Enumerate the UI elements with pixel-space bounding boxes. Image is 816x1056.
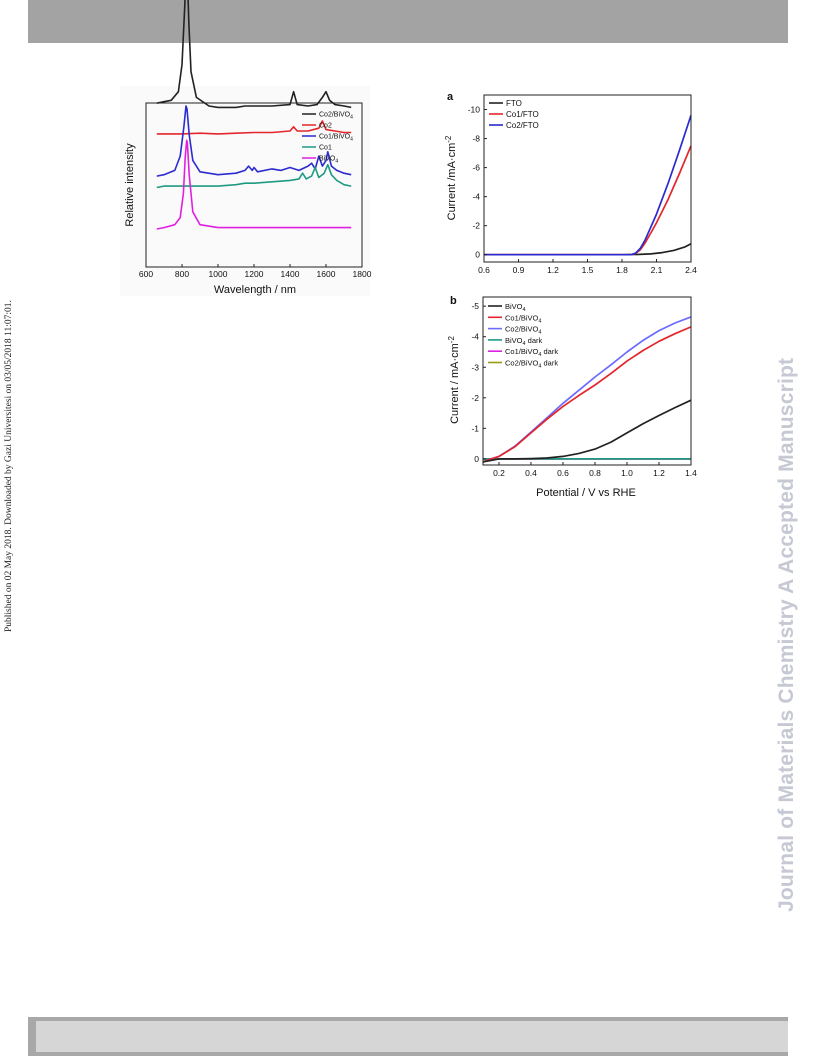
raman-x-tick-label: 1800 (353, 269, 372, 279)
raman-x-tick-label: 1600 (317, 269, 336, 279)
panel-b-y-tick-label: 0 (474, 454, 479, 464)
raman-x-tick-label: 600 (139, 269, 153, 279)
panel-b-plot-frame (482, 296, 692, 466)
panel-b-y-tick-label: -2 (471, 393, 479, 403)
page-footer-inner (36, 1021, 788, 1052)
panel-a-legend-label: FTO (506, 99, 522, 108)
panel-a-x-tick-label: 2.4 (685, 265, 697, 275)
panel-a-legend-label: Co2/FTO (506, 121, 539, 130)
raman-x-tick-label: 1000 (209, 269, 228, 279)
panel-a-y-tick-label: -6 (472, 163, 480, 173)
panel-a-y-tick-label: -4 (472, 192, 480, 202)
panel-a-label: a (447, 91, 454, 103)
raman-legend-label: BiVO4 (319, 156, 338, 165)
panel-b-x-axis-label: Potential / V vs RHE (536, 487, 636, 499)
panel-a-y-tick-label: 0 (475, 250, 480, 260)
panel-b-legend-label: Co1/BiVO4 (505, 313, 541, 324)
raman-legend-label: Co1/BiVO4 (319, 134, 353, 143)
panel-a-x-tick-label: 1.2 (547, 265, 559, 275)
raman-series-co1 (156, 163, 352, 189)
panel-a-y-tick-label: -2 (472, 221, 480, 231)
panel-a-series-co2-fto (484, 115, 692, 256)
raman-legend-label: Co1 (319, 145, 332, 152)
panel-b-x-tick-label: 0.6 (557, 468, 569, 478)
panel-b-x-tick-label: 0.8 (589, 468, 601, 478)
panel-b-legend-label: Co2/BiVO4 dark (505, 359, 558, 370)
raman-figure-background (120, 86, 370, 296)
panel-b-x-tick-label: 0.4 (525, 468, 537, 478)
panel-b-series-bivo4 (482, 399, 692, 463)
raman-legend-label: Co2/BiVO4 (319, 112, 353, 121)
raman-x-tick-label: 800 (175, 269, 189, 279)
panel-b-legend-label: BiVO4 (505, 302, 526, 313)
panel-b-legend-label: Co2/BiVO4 (505, 325, 541, 336)
panel-a-x-tick-label: 1.5 (582, 265, 594, 275)
panel-b-x-tick-label: 1.4 (685, 468, 697, 478)
raman-series-co2 (156, 120, 352, 135)
raman-x-axis-label: Wavelength / nm (214, 284, 296, 296)
panel-b-legend-label: BiVO4 dark (505, 336, 543, 347)
panel-a-x-tick-label: 0.6 (478, 265, 490, 275)
panel-b-series-co1-bivo4 (482, 326, 692, 463)
panel-b-x-tick-label: 1.2 (653, 468, 665, 478)
panel-a-y-tick-label: -8 (472, 134, 480, 144)
panel-a-legend-label: Co1/FTO (506, 110, 539, 119)
panel-a-y-tick-label: -10 (468, 105, 481, 115)
page-header-bar (28, 0, 788, 43)
panel-b-y-tick-label: -3 (471, 362, 479, 372)
panel-b-x-tick-label: 1.0 (621, 468, 633, 478)
raman-x-tick-label: 1200 (245, 269, 264, 279)
panel-b-legend-label: Co1/BiVO4 dark (505, 347, 558, 358)
panel-b-x-tick-label: 0.2 (493, 468, 505, 478)
panel-b-y-tick-label: -1 (471, 423, 479, 433)
panel-b-y-tick-label: -4 (471, 332, 479, 342)
raman-series-co1-bivo4 (156, 105, 352, 177)
raman-x-tick-label: 1400 (281, 269, 300, 279)
raman-series-co2-bivo4 (156, 0, 352, 109)
raman-series-bivo4 (156, 139, 352, 230)
raman-legend-label: Co2 (319, 123, 332, 130)
panel-a-x-tick-label: 1.8 (616, 265, 628, 275)
panel-b-label: b (450, 295, 457, 307)
panel-b-y-axis-label: Current / mA·cm-2 (447, 336, 461, 424)
panel-b-y-tick-label: -5 (471, 301, 479, 311)
panel-a-x-tick-label: 0.9 (513, 265, 525, 275)
raman-y-axis-label: Relative intensity (124, 143, 136, 227)
panel-a-x-tick-label: 2.1 (651, 265, 663, 275)
panel-a-y-axis-label: Current /mA·cm-2 (444, 135, 458, 220)
